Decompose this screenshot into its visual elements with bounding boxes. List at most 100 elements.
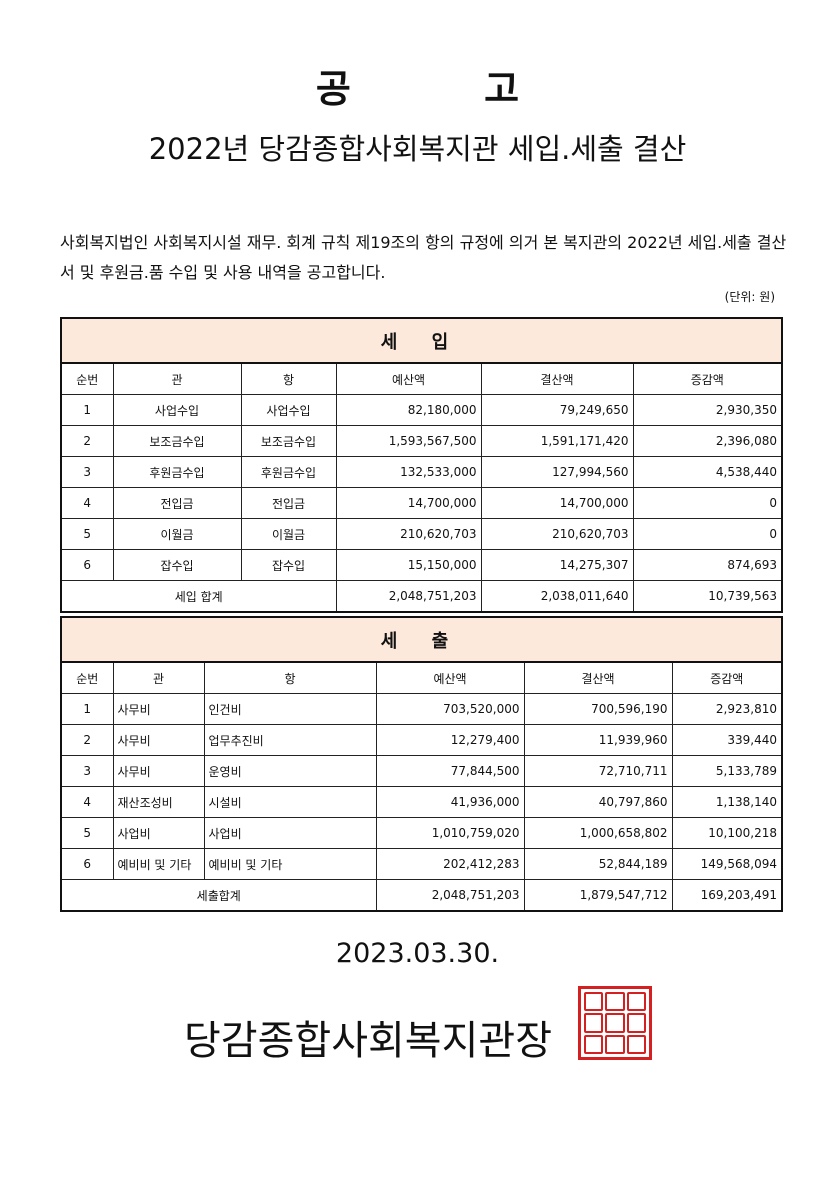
item-hang: 전입금	[240, 487, 337, 519]
column-header: 항	[203, 661, 377, 694]
table-row: 1 사무비 인건비 703,520,000 700,596,190 2,923,810	[60, 693, 783, 725]
budget-amount: 41,936,000	[375, 786, 525, 818]
item-hang: 후원금수입	[240, 456, 337, 488]
settlement-amount: 52,844,189	[523, 848, 673, 880]
budget-amount: 1,593,567,500	[335, 425, 482, 457]
settlement-amount: 14,275,307	[480, 549, 634, 581]
total-budget: 2,048,751,203	[335, 580, 482, 613]
table-row: 6 잡수입 잡수입 15,150,000 14,275,307 874,693	[60, 549, 783, 581]
total-settlement: 2,038,011,640	[480, 580, 634, 613]
column-header: 관	[112, 362, 242, 395]
item-hang: 사업수입	[240, 394, 337, 426]
table-row: 6 예비비 및 기타 예비비 및 기타 202,412,283 52,844,189 14…	[60, 848, 783, 880]
item-hang: 시설비	[203, 786, 377, 818]
item-hang: 이월금	[240, 518, 337, 550]
settlement-amount: 210,620,703	[480, 518, 634, 550]
table-row: 2 사무비 업무추진비 12,279,400 11,939,960 339,440	[60, 724, 783, 756]
settlement-amount: 72,710,711	[523, 755, 673, 787]
row-number: 3	[60, 456, 114, 488]
total-budget: 2,048,751,203	[375, 879, 525, 912]
column-header: 순번	[60, 661, 114, 694]
settlement-amount: 11,939,960	[523, 724, 673, 756]
row-number: 4	[60, 786, 114, 818]
difference-amount: 0	[632, 487, 783, 519]
column-header: 증감액	[671, 661, 783, 694]
seal-glyph	[584, 1034, 604, 1054]
column-header: 결산액	[480, 362, 634, 395]
revenue-table: 세 입 순번 관 항 예산액 결산액 증감액 1 사업수입 사업수입 82,180,000 79,…	[60, 317, 783, 613]
difference-amount: 1,138,140	[671, 786, 783, 818]
seal-glyph	[584, 1013, 604, 1033]
table-row: 4 재산조성비 시설비 41,936,000 40,797,860 1,138,140	[60, 786, 783, 818]
category-gwan: 잡수입	[112, 549, 242, 581]
notice-subtitle: 2022년 당감종합사회복지관 세입.세출 결산	[148, 132, 687, 166]
settlement-amount: 1,000,658,802	[523, 817, 673, 849]
difference-amount: 2,930,350	[632, 394, 783, 426]
category-gwan: 예비비 및 기타	[112, 848, 205, 880]
table-row: 5 사업비 사업비 1,010,759,020 1,000,658,802 10,100,…	[60, 817, 783, 849]
budget-amount: 703,520,000	[375, 693, 525, 725]
settlement-amount: 14,700,000	[480, 487, 634, 519]
total-row: 세출합계 2,048,751,203 1,879,547,712 169,203,49…	[60, 879, 783, 912]
category-gwan: 재산조성비	[112, 786, 205, 818]
organization-name: 당감종합사회복지관장	[184, 1018, 552, 1064]
settlement-amount: 1,591,171,420	[480, 425, 634, 457]
seal-glyph	[605, 992, 625, 1012]
row-number: 2	[60, 724, 114, 756]
column-header: 예산액	[375, 661, 525, 694]
budget-amount: 1,010,759,020	[375, 817, 525, 849]
category-gwan: 사업비	[112, 817, 205, 849]
budget-amount: 82,180,000	[335, 394, 482, 426]
difference-amount: 339,440	[671, 724, 783, 756]
row-number: 6	[60, 848, 114, 880]
settlement-amount: 40,797,860	[523, 786, 673, 818]
total-difference: 169,203,491	[671, 879, 783, 912]
table-row: 3 사무비 운영비 77,844,500 72,710,711 5,133,789	[60, 755, 783, 787]
difference-amount: 2,396,080	[632, 425, 783, 457]
difference-amount: 10,100,218	[671, 817, 783, 849]
table-row: 2 보조금수입 보조금수입 1,593,567,500 1,591,171,420 2,3…	[60, 425, 783, 457]
total-label: 세출합계	[60, 879, 377, 912]
settlement-amount: 79,249,650	[480, 394, 634, 426]
difference-amount: 4,538,440	[632, 456, 783, 488]
row-number: 5	[60, 817, 114, 849]
notice-date: 2023.03.30.	[335, 938, 500, 969]
item-hang: 잡수입	[240, 549, 337, 581]
seal-glyph	[584, 992, 604, 1012]
seal-glyph	[605, 1034, 625, 1054]
budget-amount: 15,150,000	[335, 549, 482, 581]
category-gwan: 보조금수입	[112, 425, 242, 457]
revenue-heading: 세 입	[60, 317, 783, 364]
column-header: 항	[240, 362, 337, 395]
unit-label: (단위: 원)	[724, 290, 775, 304]
total-label: 세입 합계	[60, 580, 337, 613]
seal-glyph	[626, 992, 646, 1012]
notice-title: 공 고	[315, 67, 580, 111]
column-header: 증감액	[632, 362, 783, 395]
table-row: 1 사업수입 사업수입 82,180,000 79,249,650 2,930,350	[60, 394, 783, 426]
seal-glyph	[605, 1013, 625, 1033]
row-number: 5	[60, 518, 114, 550]
revenue-column-headers: 순번 관 항 예산액 결산액 증감액	[60, 362, 783, 395]
item-hang: 업무추진비	[203, 724, 377, 756]
settlement-amount: 700,596,190	[523, 693, 673, 725]
expenditure-heading: 세 출	[60, 616, 783, 663]
item-hang: 보조금수입	[240, 425, 337, 457]
budget-amount: 77,844,500	[375, 755, 525, 787]
column-header: 관	[112, 661, 205, 694]
budget-amount: 12,279,400	[375, 724, 525, 756]
budget-amount: 210,620,703	[335, 518, 482, 550]
item-hang: 사업비	[203, 817, 377, 849]
table-row: 4 전입금 전입금 14,700,000 14,700,000 0	[60, 487, 783, 519]
table-row: 3 후원금수입 후원금수입 132,533,000 127,994,560 4,538,4…	[60, 456, 783, 488]
table-row: 5 이월금 이월금 210,620,703 210,620,703 0	[60, 518, 783, 550]
total-difference: 10,739,563	[632, 580, 783, 613]
difference-amount: 149,568,094	[671, 848, 783, 880]
row-number: 4	[60, 487, 114, 519]
column-header: 예산액	[335, 362, 482, 395]
total-settlement: 1,879,547,712	[523, 879, 673, 912]
item-hang: 운영비	[203, 755, 377, 787]
difference-amount: 5,133,789	[671, 755, 783, 787]
category-gwan: 사업수입	[112, 394, 242, 426]
